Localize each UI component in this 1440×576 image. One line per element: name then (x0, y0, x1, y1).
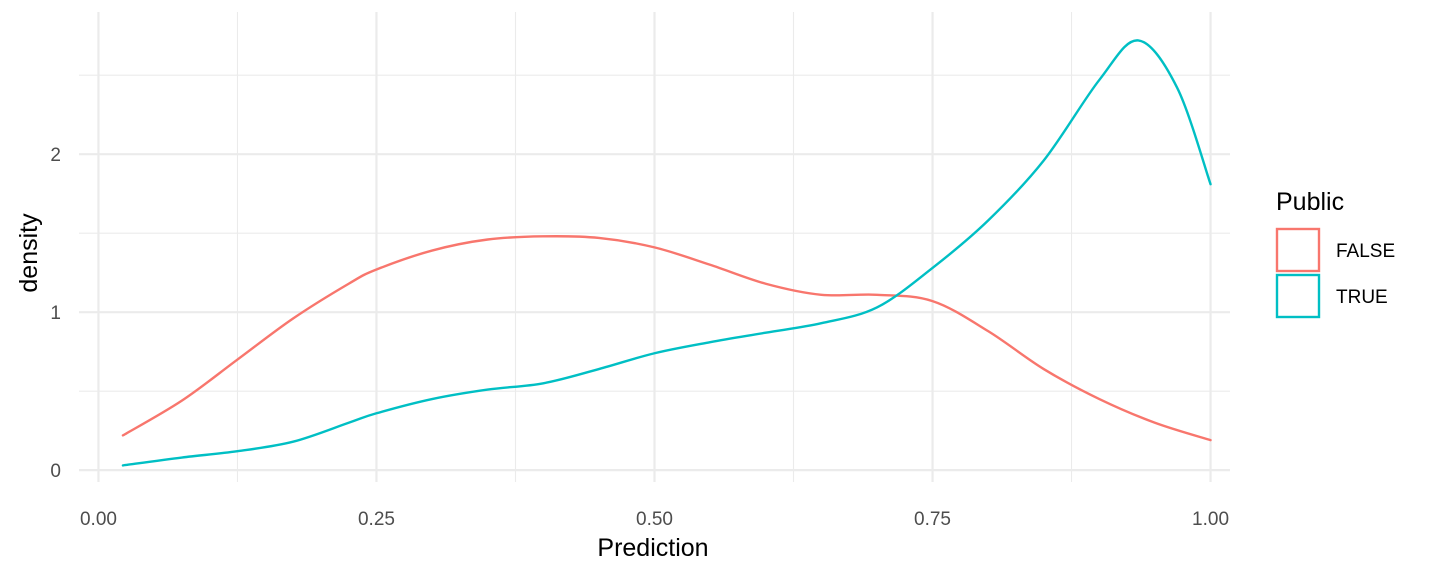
density-line-true (121, 39, 1212, 467)
y-axis-ticks: 0 1 2 (50, 145, 61, 482)
major-gridlines-x (97, 12, 1212, 482)
y-axis-title: density (15, 213, 43, 293)
x-tick-label: 0.25 (358, 509, 395, 530)
y-tick-label: 0 (50, 461, 61, 482)
density-line-false (121, 235, 1212, 442)
legend-entries: FALSE TRUE (1275, 227, 1395, 319)
x-tick-label: 0.50 (636, 509, 673, 530)
y-tick-label: 1 (50, 303, 61, 324)
legend-title: Public (1276, 188, 1344, 216)
y-tick-label: 2 (50, 145, 61, 166)
legend: Public FALSE TRUE (1275, 188, 1395, 319)
legend-key-true (1275, 273, 1321, 319)
major-gridlines-y (79, 153, 1230, 472)
x-tick-label: 0.00 (80, 509, 117, 530)
x-tick-label: 0.75 (914, 509, 951, 530)
legend-label-true: TRUE (1336, 287, 1388, 308)
minor-gridlines-x (236, 12, 1073, 482)
legend-label-false: FALSE (1336, 241, 1395, 262)
x-axis-title: Prediction (597, 534, 708, 562)
legend-key-false (1275, 227, 1321, 273)
x-axis-ticks: 0.00 0.25 0.50 0.75 1.00 (80, 509, 1229, 530)
x-tick-label: 1.00 (1192, 509, 1229, 530)
series-layer (121, 39, 1212, 467)
